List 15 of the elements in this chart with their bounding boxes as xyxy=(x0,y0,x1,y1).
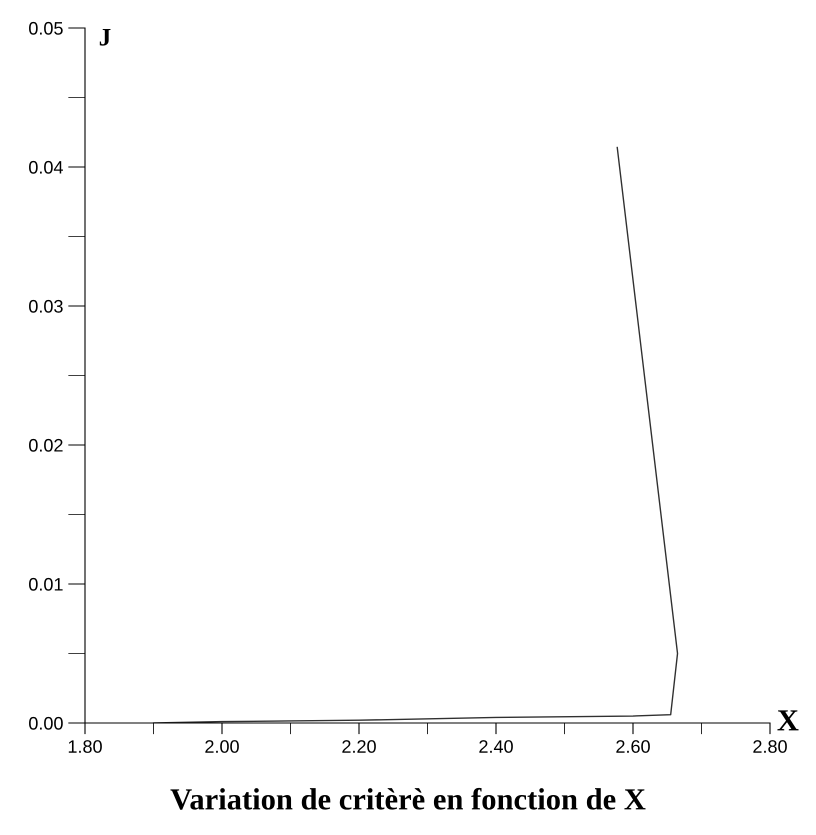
y-tick-label: 0.04 xyxy=(29,160,63,174)
x-tick-label: 2.40 xyxy=(479,740,513,753)
x-tick-label: 2.80 xyxy=(753,740,787,753)
y-tick-label: 0.00 xyxy=(29,716,63,730)
y-tick-label: 0.03 xyxy=(29,300,63,313)
y-tick-label: 0.02 xyxy=(29,438,63,452)
y-axis-title: J xyxy=(100,28,111,46)
x-tick-label: 2.00 xyxy=(205,740,239,753)
x-tick-label: 2.20 xyxy=(342,740,376,753)
x-axis-title: X xyxy=(777,710,799,730)
y-tick-label: 0.05 xyxy=(29,22,63,35)
text: Variation de critèrè en fonction de X xyxy=(170,788,646,810)
y-tick-label: 0.01 xyxy=(29,578,63,591)
x-tick-label: 1.80 xyxy=(68,740,102,753)
x-tick-label: 2.60 xyxy=(616,740,650,753)
